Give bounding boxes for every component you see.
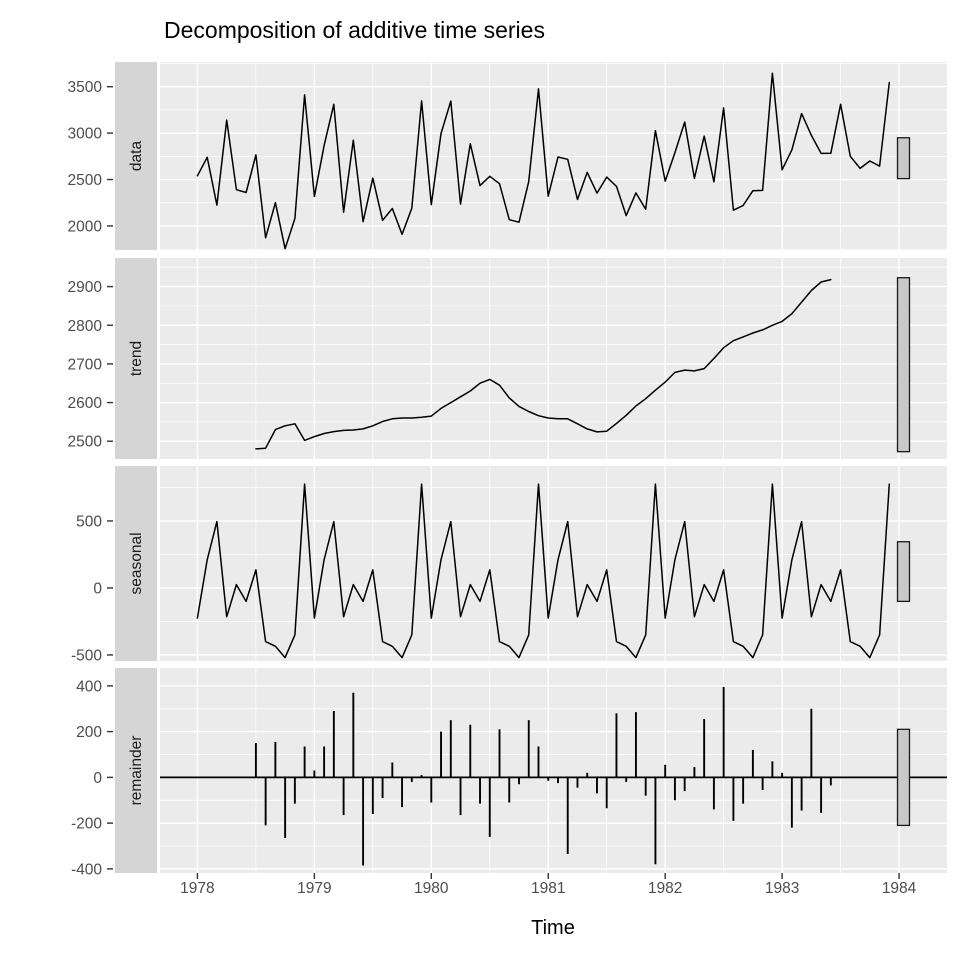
panel-data: data 2000 2500 3000 3500	[68, 62, 947, 250]
strip-data	[115, 62, 157, 250]
y-tick-label: 0	[93, 580, 102, 597]
y-tick-label: -400	[71, 861, 102, 878]
y-tick-label: 3000	[68, 126, 103, 143]
strip-remainder	[115, 668, 157, 873]
y-tick-label: 500	[76, 513, 102, 530]
x-tick-label: 1983	[765, 880, 799, 897]
seasonal-range-bar	[896, 541, 911, 603]
y-tick-label: 2500	[68, 434, 103, 451]
x-tick-label: 1984	[882, 880, 917, 897]
remainder-range-bar	[896, 728, 911, 827]
x-axis-title: Time	[531, 917, 575, 939]
panel-bg	[160, 258, 947, 459]
x-tick-label: 1981	[531, 880, 565, 897]
panel-bg	[160, 668, 947, 873]
y-tick-label: 2000	[68, 218, 103, 235]
panel-remainder: remainder -400 -200 0 200 400 1978 1979 1980 1981…	[71, 668, 947, 897]
y-tick-label: 200	[76, 724, 102, 741]
strip-label: data	[128, 141, 145, 172]
x-tick-label: 1978	[180, 880, 214, 897]
x-tick-label: 1982	[648, 880, 682, 897]
y-tick-label: 3500	[68, 79, 103, 96]
strip-label: seasonal	[128, 532, 145, 594]
y-tick-label: 2500	[68, 172, 103, 189]
y-tick-label: 0	[93, 770, 102, 787]
seasonal-series-line	[196, 483, 891, 659]
y-tick-label: -200	[71, 816, 102, 833]
trend-range-bar	[896, 277, 911, 453]
y-tick-label: -500	[71, 647, 102, 664]
panel-seasonal: seasonal -500 0 500	[71, 466, 947, 664]
strip-trend	[115, 258, 157, 459]
strip-label: remainder	[128, 736, 145, 806]
panel-bg	[160, 466, 947, 661]
strip-label: trend	[128, 341, 145, 376]
y-tick-label: 2800	[68, 318, 103, 335]
chart-title: Decomposition of additive time series	[164, 17, 545, 43]
data-range-bar	[896, 137, 911, 180]
strip-seasonal	[115, 466, 157, 661]
y-tick-label: 2700	[68, 356, 103, 373]
trend-series-line	[255, 278, 832, 450]
y-tick-label: 400	[76, 678, 102, 695]
y-tick-label: 2900	[68, 279, 103, 296]
data-series-line	[196, 72, 891, 250]
x-tick-label: 1979	[297, 880, 331, 897]
panel-trend: trend 2500 2600 2700 2800 2900	[68, 258, 947, 459]
y-tick-label: 2600	[68, 395, 103, 412]
x-tick-label: 1980	[414, 880, 449, 897]
